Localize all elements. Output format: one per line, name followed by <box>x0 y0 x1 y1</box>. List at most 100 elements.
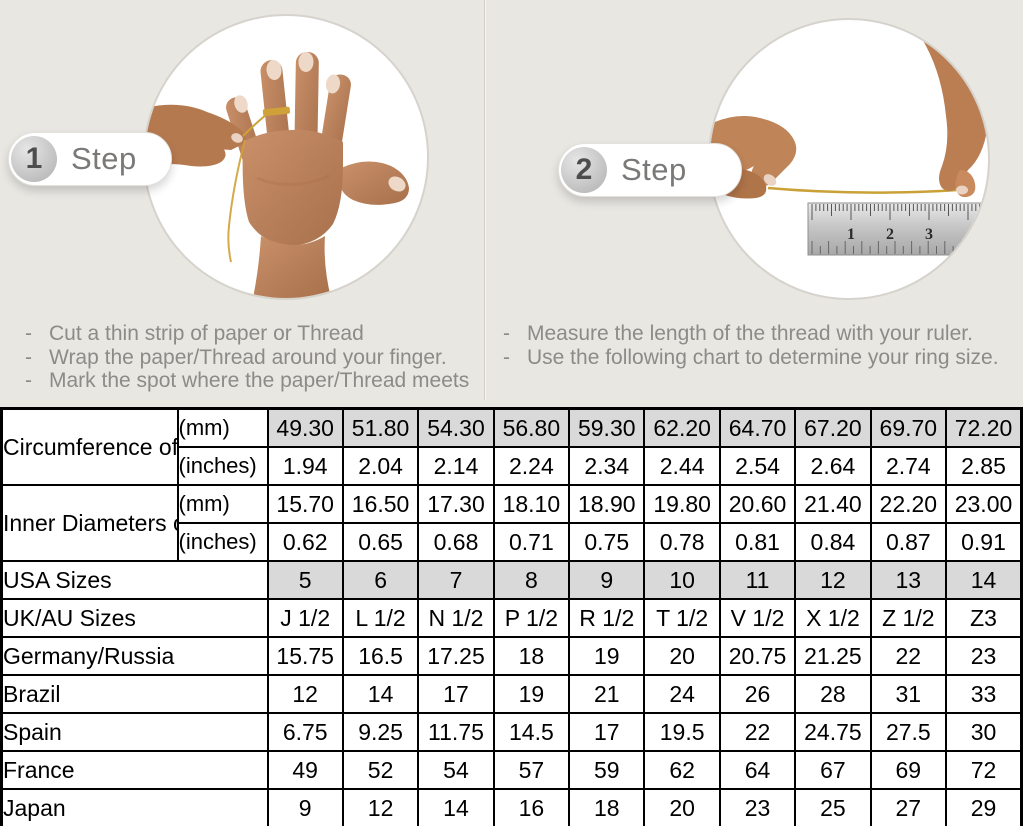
step1-instructions: - Cut a thin strip of paper or Thread - Wra… <box>25 322 485 393</box>
unit-cell: (mm) <box>176 484 269 524</box>
size-system-label: Brazil <box>0 674 269 714</box>
value-cell: P 1/2 <box>492 598 571 638</box>
value-cell: 2.64 <box>794 446 872 486</box>
unit-cell: (inches) <box>176 522 269 562</box>
value-cell: 64.70 <box>718 407 797 448</box>
value-cell: 69 <box>869 750 948 790</box>
value-cell: 67.20 <box>794 407 872 448</box>
value-cell: 21.40 <box>794 484 872 524</box>
value-cell: 14 <box>417 788 495 826</box>
instruction-text: Wrap the paper/Thread around your finger… <box>49 345 447 369</box>
ruler-number: 1 <box>847 226 855 243</box>
value-cell: 23 <box>718 788 797 826</box>
value-cell: 2.44 <box>643 446 721 486</box>
value-cell: 23 <box>945 636 1023 676</box>
value-cell: 31 <box>869 674 948 714</box>
ruler-measuring-illustration: 1 2 3 <box>710 20 988 256</box>
value-cell: 9 <box>266 788 344 826</box>
value-cell: 16 <box>492 788 571 826</box>
size-system-label: USA Sizes <box>0 560 269 600</box>
value-cell: 18.10 <box>492 484 571 524</box>
value-cell: 57 <box>492 750 571 790</box>
table-row: Spain 6.75 9.25 11.75 14.5 17 19.5 22 24.75 27.5 3… <box>0 712 1023 752</box>
value-cell: 20.60 <box>718 484 797 524</box>
value-cell: 18 <box>492 636 571 676</box>
value-cell: 59.30 <box>568 407 646 448</box>
size-system-label: UK/AU Sizes <box>0 598 269 638</box>
step1-badge: 1 Step <box>8 132 172 186</box>
bullet-dash: - <box>25 369 32 392</box>
value-cell: 2.74 <box>869 446 948 486</box>
value-cell: 2.14 <box>417 446 495 486</box>
value-cell: 0.75 <box>568 522 646 562</box>
value-cell: 12 <box>341 788 420 826</box>
table-row: USA Sizes 5 6 7 8 9 10 11 12 13 14 <box>0 560 1023 600</box>
value-cell: 2.34 <box>568 446 646 486</box>
instruction-text: Cut a thin strip of paper or Thread <box>49 322 364 345</box>
table-row: Brazil 12 14 17 19 21 24 26 28 31 33 <box>0 674 1023 714</box>
bullet-dash: - <box>503 345 510 369</box>
step-number: 2 <box>575 153 593 186</box>
value-cell: 62 <box>643 750 721 790</box>
value-cell: Z 1/2 <box>869 598 948 638</box>
value-cell: 56.80 <box>492 407 571 448</box>
value-cell: 24.75 <box>794 712 872 752</box>
value-cell: 12 <box>266 674 344 714</box>
instruction-line: - Mark the spot where the paper/Thread me… <box>25 369 485 393</box>
value-cell: 21 <box>568 674 646 714</box>
value-cell: 15.70 <box>266 484 344 524</box>
bullet-dash: - <box>25 345 32 369</box>
value-cell: 27.5 <box>869 712 948 752</box>
value-cell: 14 <box>945 560 1023 600</box>
value-cell: T 1/2 <box>643 598 721 638</box>
unit-cell: (mm) <box>176 407 269 448</box>
value-cell: 5 <box>266 560 344 600</box>
value-cell: 11 <box>718 560 797 600</box>
value-cell: 19.80 <box>643 484 721 524</box>
value-cell: 54 <box>417 750 495 790</box>
value-cell: 0.62 <box>266 522 344 562</box>
value-cell: 10 <box>643 560 721 600</box>
value-cell: 33 <box>945 674 1023 714</box>
step2-badge: 2 Step <box>558 143 742 197</box>
size-system-label: Spain <box>0 712 269 752</box>
value-cell: 9.25 <box>341 712 420 752</box>
row-group-label: Inner Diameters of Rings <box>0 484 179 562</box>
value-cell: 16.5 <box>341 636 420 676</box>
value-cell: 24 <box>643 674 721 714</box>
instruction-line: - Use the following chart to determine yo… <box>503 346 1023 370</box>
step-number-circle: 1 <box>11 136 57 182</box>
value-cell: 12 <box>794 560 872 600</box>
table-row: UK/AU Sizes J 1/2 L 1/2 N 1/2 P 1/2 R 1/2 T 1/… <box>0 598 1023 638</box>
instruction-line: - Measure the length of the thread with y… <box>503 322 1023 346</box>
value-cell: X 1/2 <box>794 598 872 638</box>
value-cell: 18.90 <box>568 484 646 524</box>
value-cell: 2.85 <box>945 446 1023 486</box>
value-cell: 19 <box>568 636 646 676</box>
value-cell: 21.25 <box>794 636 872 676</box>
value-cell: 14.5 <box>492 712 571 752</box>
step-number-circle: 2 <box>561 147 607 193</box>
value-cell: 19.5 <box>643 712 721 752</box>
instruction-text: Mark the spot where the paper/Thread mee… <box>49 369 470 392</box>
value-cell: 19 <box>492 674 571 714</box>
value-cell: 15.75 <box>266 636 344 676</box>
value-cell: 52 <box>341 750 420 790</box>
value-cell: 72 <box>945 750 1023 790</box>
value-cell: 7 <box>417 560 495 600</box>
value-cell: 0.71 <box>492 522 571 562</box>
size-system-label: Japan <box>0 788 269 826</box>
value-cell: 67 <box>794 750 872 790</box>
value-cell: 72.20 <box>945 407 1023 448</box>
value-cell: 0.91 <box>945 522 1023 562</box>
value-cell: 17.30 <box>417 484 495 524</box>
value-cell: 1.94 <box>266 446 344 486</box>
value-cell: 29 <box>945 788 1023 826</box>
step2-instructions: - Measure the length of the thread with y… <box>503 322 1023 369</box>
bullet-dash: - <box>25 322 32 345</box>
value-cell: 0.84 <box>794 522 872 562</box>
value-cell: 49 <box>266 750 344 790</box>
instruction-line: - Cut a thin strip of paper or Thread <box>25 322 485 346</box>
value-cell: 20 <box>643 636 721 676</box>
